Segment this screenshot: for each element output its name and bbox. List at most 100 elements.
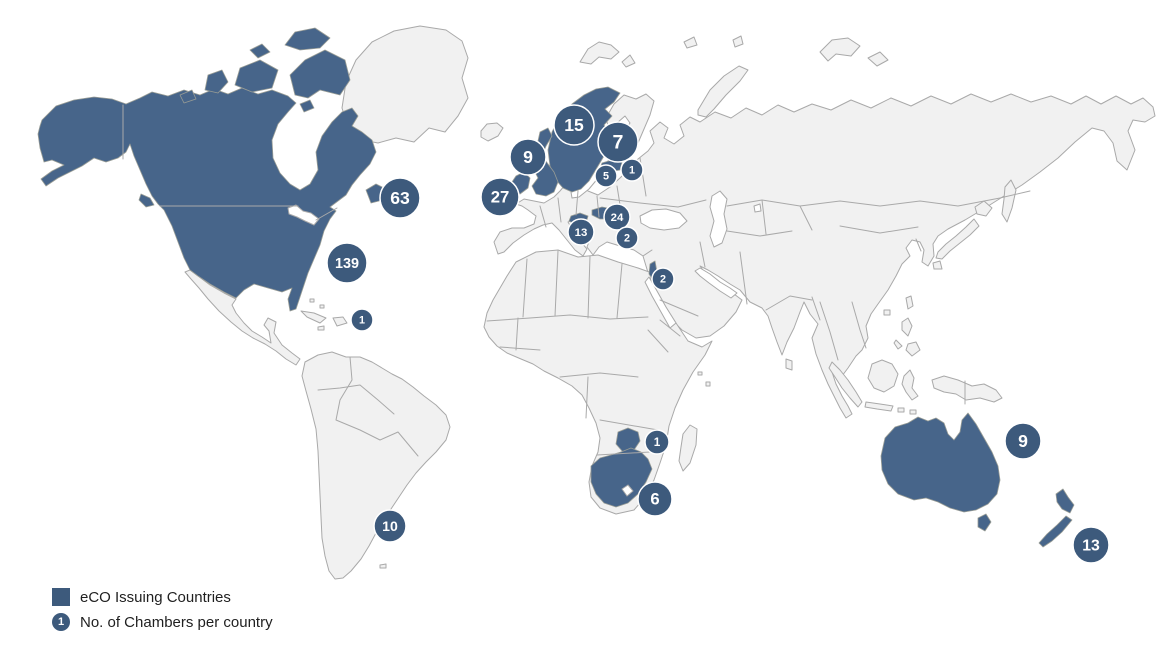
landmass-honshu <box>935 218 980 260</box>
bahamas-islet-b <box>319 304 325 309</box>
chamber-count-badge[interactable]: 27 <box>480 177 520 217</box>
chamber-count-badges: 63 139 1 10 27 9 15 7 5 1 24 13 2 2 1 6 9 13 <box>326 104 1110 564</box>
chamber-count-badge-circle[interactable] <box>594 164 618 188</box>
chamber-count-badge[interactable]: 13 <box>1072 526 1110 564</box>
chamber-count-badge-value: 1 <box>654 435 661 449</box>
chamber-badge-sample-value: 1 <box>57 616 65 628</box>
chamber-count-badge[interactable]: 6 <box>637 481 673 517</box>
landmass-south-america <box>301 351 451 580</box>
chamber-count-badge-value: 15 <box>564 115 584 135</box>
landmass-sulawesi <box>901 369 919 401</box>
persian-gulf <box>694 267 738 299</box>
chamber-count-badge-circle[interactable] <box>350 308 374 332</box>
chamber-count-badge-circle[interactable] <box>615 226 639 250</box>
indian-ocean-islet-b <box>697 371 703 376</box>
chamber-count-badge-circle[interactable] <box>637 481 673 517</box>
chamber-count-badge-circle[interactable] <box>651 267 675 291</box>
landmass-java <box>864 401 894 412</box>
country-australia-tasmania <box>977 513 992 532</box>
issuing-country-swatch <box>52 588 70 606</box>
legend: eCO Issuing Countries 1 No. of Chambers … <box>52 588 273 631</box>
chamber-count-badge-circle[interactable] <box>1072 526 1110 564</box>
chamber-count-badge-value: 63 <box>390 188 410 208</box>
landmass-borneo <box>867 359 899 393</box>
lesser-sunda-islet-b <box>909 409 917 415</box>
chamber-count-badge-circle[interactable] <box>644 429 670 455</box>
country-new-zealand-north <box>1055 488 1075 514</box>
bahamas-islet-a <box>309 298 315 303</box>
country-canada-baffin-island <box>289 49 351 99</box>
chamber-count-badge-value: 6 <box>650 490 659 509</box>
chamber-count-badge[interactable]: 139 <box>326 242 368 284</box>
great-lakes <box>287 204 320 226</box>
land-overlays <box>287 204 634 497</box>
chamber-count-badge-value: 9 <box>1018 431 1028 451</box>
borders-eurasia <box>539 157 1031 405</box>
arctic-island-small-b <box>179 89 197 104</box>
chamber-count-badge-circle[interactable] <box>480 177 520 217</box>
country-canada-victoria-island <box>234 59 279 93</box>
chamber-count-badge-value: 139 <box>335 256 359 272</box>
landmass-mexico-central-america <box>184 269 301 366</box>
landmass-sakhalin <box>1001 179 1017 223</box>
chamber-count-badge-circle[interactable] <box>597 121 639 163</box>
lesser-sunda-islet-a <box>897 407 905 413</box>
country-zimbabwe <box>615 427 641 453</box>
arctic-island-small-a <box>249 43 271 59</box>
landmass-hokkaido <box>974 200 993 217</box>
landmass-luzon <box>901 317 913 337</box>
chamber-count-badge[interactable]: 2 <box>615 226 639 250</box>
landmass-franz-josef-east <box>867 51 889 67</box>
chamber-count-badge-circle[interactable] <box>509 138 547 176</box>
chamber-count-badge[interactable]: 1 <box>350 308 374 332</box>
chamber-count-badge-circle[interactable] <box>567 218 595 246</box>
landmass-cuba <box>300 310 327 324</box>
chamber-count-badge-circle[interactable] <box>326 242 368 284</box>
chamber-count-badge[interactable]: 1 <box>620 158 644 182</box>
arctic-island-southampton <box>299 99 315 113</box>
chamber-count-badge[interactable]: 9 <box>1004 422 1042 460</box>
chamber-count-badge[interactable]: 9 <box>509 138 547 176</box>
landmass-hispaniola <box>332 316 348 327</box>
landmass-taiwan <box>905 295 914 310</box>
country-australia <box>880 412 1001 513</box>
chamber-count-badge-circle[interactable] <box>603 203 631 231</box>
aral-sea <box>753 203 762 213</box>
chamber-count-badge[interactable]: 1 <box>644 429 670 455</box>
chamber-count-badge-value: 27 <box>491 188 510 207</box>
chamber-count-badge[interactable]: 15 <box>553 104 595 146</box>
landmass-falklands <box>379 563 387 569</box>
country-canada-usa <box>37 87 377 312</box>
country-canada-vancouver-island <box>138 193 155 208</box>
chamber-count-badge[interactable]: 13 <box>567 218 595 246</box>
country-canada-banks-island <box>204 69 229 94</box>
chamber-count-badge-value: 1 <box>359 315 365 327</box>
chamber-count-badge[interactable]: 5 <box>594 164 618 188</box>
chamber-count-badge-value: 9 <box>523 147 533 167</box>
chamber-count-badge-value: 5 <box>603 171 609 183</box>
chamber-count-badge[interactable]: 63 <box>379 177 421 219</box>
landmass-mindanao <box>905 341 921 357</box>
arctic-islet-a <box>683 36 698 49</box>
landmass-madagascar <box>678 424 698 472</box>
chamber-count-badge-circle[interactable] <box>373 509 407 543</box>
chamber-count-badge[interactable]: 24 <box>603 203 631 231</box>
chamber-count-badge-circle[interactable] <box>553 104 595 146</box>
chamber-count-badge[interactable]: 7 <box>597 121 639 163</box>
chamber-count-badge-circle[interactable] <box>620 158 644 182</box>
landmass-iceland <box>480 122 504 142</box>
chamber-count-badge-circle[interactable] <box>1004 422 1042 460</box>
chamber-count-badge[interactable]: 10 <box>373 509 407 543</box>
landmass-franz-josef <box>819 37 861 62</box>
borders-africa <box>486 250 681 456</box>
landmass-palawan <box>893 339 903 350</box>
chamber-count-badge[interactable]: 2 <box>651 267 675 291</box>
chamber-count-badge-circle[interactable] <box>379 177 421 219</box>
chamber-count-badge-value: 2 <box>660 274 666 286</box>
chamber-count-badge-value: 13 <box>575 227 588 239</box>
chamber-count-badge-value: 10 <box>382 518 398 534</box>
landmass-kyushu <box>932 260 943 270</box>
landmass-svalbard-east <box>621 54 636 68</box>
black-sea <box>639 208 688 231</box>
